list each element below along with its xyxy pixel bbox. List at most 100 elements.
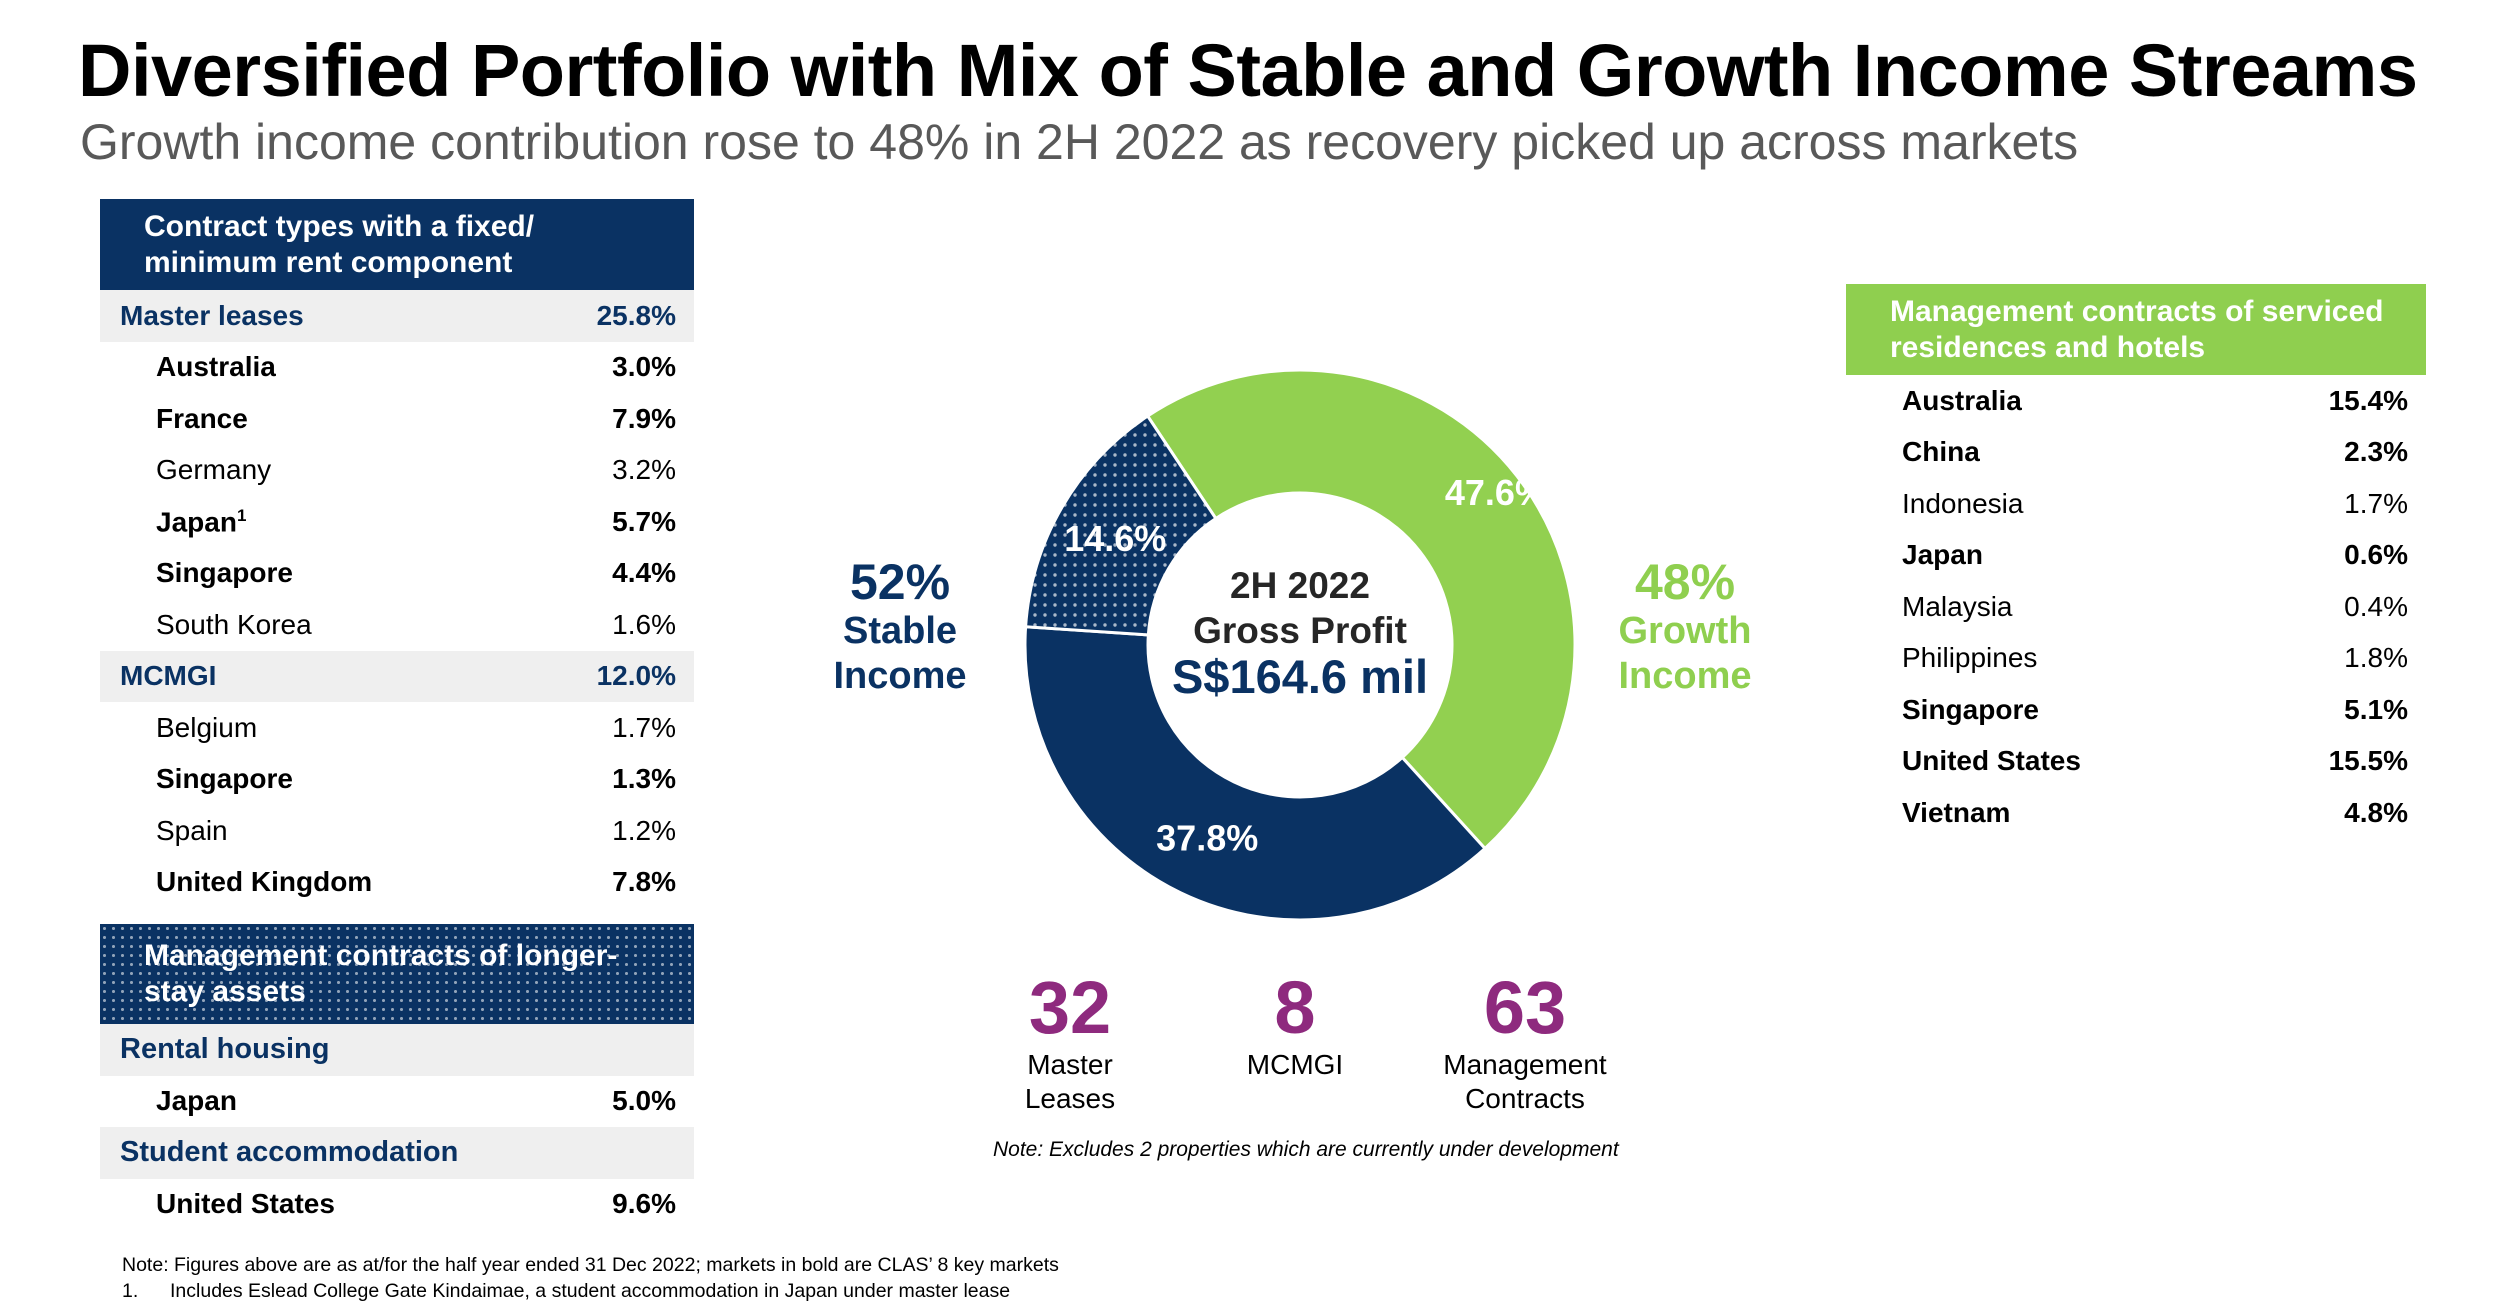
donut-slice-0 <box>1145 368 1577 851</box>
row-label-text: Australia <box>1902 384 2022 416</box>
growth-income-line1: Growth <box>1618 610 1752 652</box>
row-value: 0.6% <box>2344 539 2408 571</box>
table-row: Philippines 1.8% <box>1846 633 2426 685</box>
table-row: Vietnam 4.8% <box>1846 787 2426 839</box>
footnote-1-number: 1. <box>122 1280 139 1302</box>
row-label: Indonesia <box>1846 488 2023 520</box>
row-label: Australia <box>1846 385 2022 417</box>
row-label: France <box>100 403 248 435</box>
row-label: Belgium <box>100 712 257 744</box>
row-label-text: United States <box>1902 745 2081 777</box>
stable-income-line2: Income <box>833 655 967 697</box>
donut-center-period: 2H 2022 <box>1230 565 1370 606</box>
row-value: 2.3% <box>2344 436 2408 468</box>
table-row: Germany 3.2% <box>100 445 694 497</box>
row-value: 4.4% <box>612 557 676 589</box>
table-row: Indonesia 1.7% <box>1846 478 2426 530</box>
row-value: 5.1% <box>2344 693 2408 725</box>
row-label-text: MCMGI <box>120 660 217 692</box>
row-label-text: Master leases <box>120 299 304 331</box>
section-row: Student accommodation <box>100 1127 694 1179</box>
row-label: United States <box>100 1188 335 1220</box>
footnote-1-text: Includes Eslead College Gate Kindaimae, … <box>170 1280 1011 1302</box>
row-value: 4.8% <box>2344 796 2408 828</box>
row-label-text: United Kingdom <box>156 866 373 898</box>
footnote-marker: 1 <box>236 505 247 525</box>
stable-income-line1: Stable <box>842 610 958 652</box>
row-value: 25.8% <box>596 299 676 331</box>
row-value: 7.8% <box>612 866 676 898</box>
fixed-rent-table: Contract types with a fixed/ minimum ren… <box>100 199 694 908</box>
group-row: Master leases 25.8% <box>100 290 694 342</box>
row-value: 1.6% <box>612 608 676 640</box>
row-value: 12.0% <box>596 660 676 692</box>
table-row: South Korea 1.6% <box>100 599 694 651</box>
row-label-text: Philippines <box>1902 642 2038 674</box>
row-label: Singapore <box>100 763 293 795</box>
row-value: 1.7% <box>612 711 676 743</box>
table-row: Japan 5.0% <box>100 1076 694 1128</box>
serviced-residences-table-header: Management contracts of serviced residen… <box>1846 284 2426 375</box>
count-caption-line1: Master <box>1027 1049 1113 1080</box>
count-caption-line1: MCMGI <box>1246 1049 1344 1080</box>
donut-slice-label-1: 37.8% <box>1156 817 1258 858</box>
row-label-text: Singapore <box>1902 693 2039 725</box>
table-row: China 2.3% <box>1846 427 2426 479</box>
donut-slice-label-0: 47.6% <box>1445 472 1547 513</box>
table-row: Spain 1.2% <box>100 805 694 857</box>
count-caption-line2: Contracts <box>1465 1083 1585 1114</box>
growth-income-line2: Income <box>1618 655 1752 697</box>
row-label: Malaysia <box>1846 591 2012 623</box>
row-label: Australia <box>100 351 276 383</box>
row-label: Japan <box>1846 539 1983 571</box>
group-row: MCMGI 12.0% <box>100 650 694 702</box>
row-label: Singapore <box>100 557 293 589</box>
row-label-text: Indonesia <box>1902 487 2024 519</box>
row-label-text: Japan <box>156 1085 237 1117</box>
row-value: 3.2% <box>612 454 676 486</box>
row-value: 0.4% <box>2344 590 2408 622</box>
count-mcmgi: 8 MCMGI <box>1185 968 1405 1082</box>
row-value: 9.6% <box>612 1188 676 1220</box>
row-label: Student accommodation <box>100 1136 458 1169</box>
fixed-rent-table-header: Contract types with a fixed/ minimum ren… <box>100 199 694 290</box>
row-label-text: Singapore <box>156 763 293 795</box>
row-label-text: South Korea <box>156 608 312 640</box>
growth-income-label: 48% Growth Income <box>1595 555 1775 699</box>
table-row: United Kingdom 7.8% <box>100 857 694 909</box>
row-label-text: Student accommodation <box>120 1136 459 1169</box>
row-label-text: Belgium <box>156 711 258 743</box>
donut-center-caption: Gross Profit <box>1193 610 1407 651</box>
row-label-text: Germany <box>156 454 272 486</box>
table-row: Australia 3.0% <box>100 342 694 394</box>
row-label: China <box>1846 436 1980 468</box>
table-row: Japan 0.6% <box>1846 530 2426 582</box>
row-label: MCMGI <box>100 660 216 692</box>
stable-income-percent: 52% <box>849 554 951 610</box>
serviced-residences-table: Management contracts of serviced residen… <box>1846 284 2426 839</box>
longer-stay-table: Management contracts of longer-stay asse… <box>100 924 694 1230</box>
row-label: Japan <box>100 1085 237 1117</box>
count-caption-line1: Management <box>1443 1049 1607 1080</box>
row-value: 15.4% <box>2328 384 2408 416</box>
row-value: 1.2% <box>612 814 676 846</box>
donut-slice-label-2: 14.6% <box>1064 518 1166 559</box>
row-value: 5.0% <box>612 1085 676 1117</box>
count-number: 8 <box>1274 966 1316 1049</box>
table-row: Australia 15.4% <box>1846 375 2426 427</box>
row-label: United Kingdom <box>100 866 372 898</box>
row-label-text: Rental housing <box>120 1033 330 1066</box>
count-number: 32 <box>1028 966 1112 1049</box>
row-label-text: Australia <box>156 351 276 383</box>
count-number: 63 <box>1483 966 1567 1049</box>
longer-stay-table-header: Management contracts of longer-stay asse… <box>100 924 694 1024</box>
row-label: Spain <box>100 815 228 847</box>
row-label: United States <box>1846 745 2081 777</box>
page-title: Diversified Portfolio with Mix of Stable… <box>78 29 2418 112</box>
row-value: 15.5% <box>2328 745 2408 777</box>
row-value: 1.3% <box>612 763 676 795</box>
row-label-text: Malaysia <box>1902 590 2013 622</box>
section-row: Rental housing <box>100 1024 694 1076</box>
donut-slice-1 <box>1023 625 1488 922</box>
development-note: Note: Excludes 2 properties which are cu… <box>993 1138 1619 1161</box>
